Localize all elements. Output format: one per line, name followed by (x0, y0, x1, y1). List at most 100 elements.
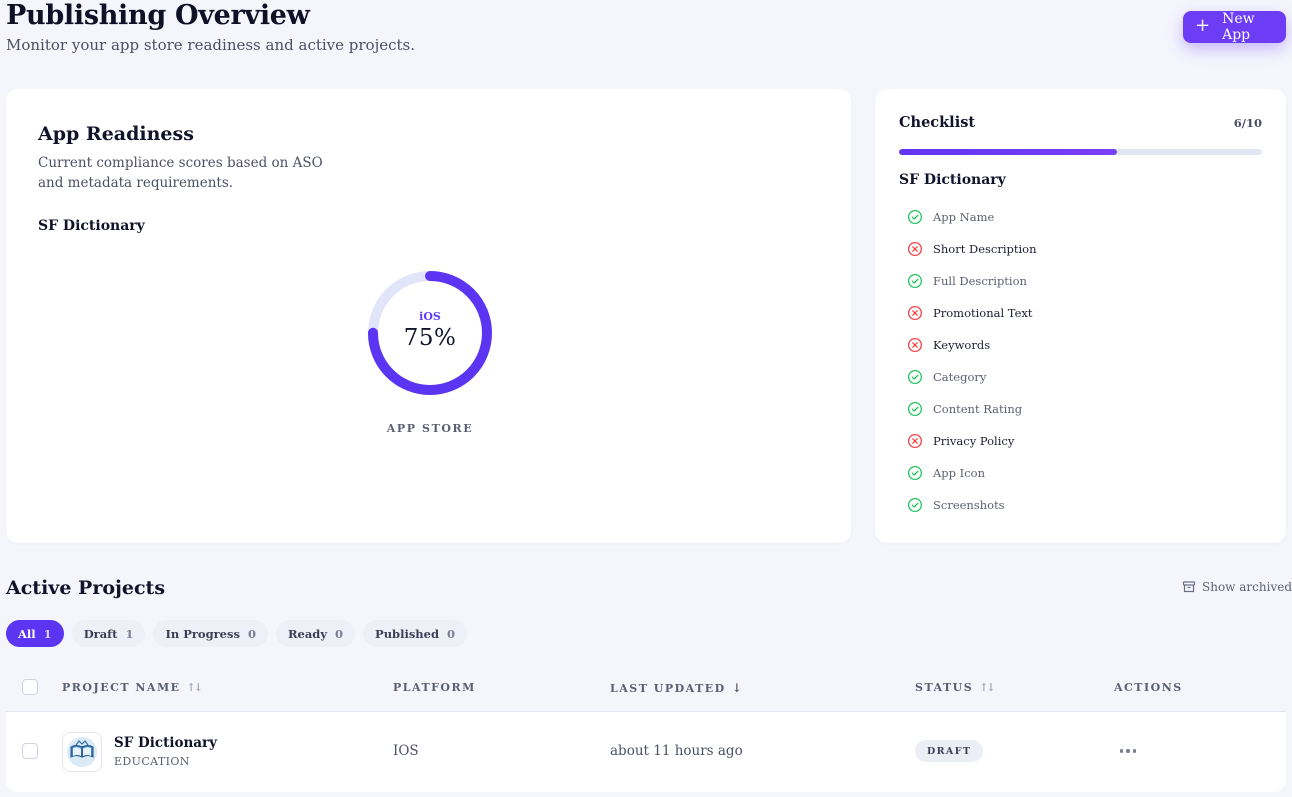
store-label: APP STORE (386, 422, 474, 435)
checklist-card: Checklist 6/10 SF Dictionary App Name Sho… (875, 89, 1286, 543)
column-project-name-label: PROJECT NAME (62, 681, 181, 694)
row-checkbox[interactable] (22, 743, 38, 759)
checklist-item: App Name (907, 201, 1257, 233)
column-actions: ACTIONS (1114, 681, 1183, 694)
checklist-item: Full Description (907, 265, 1257, 297)
checklist-item: Keywords (907, 329, 1257, 361)
checklist-item: Short Description (907, 233, 1257, 265)
column-last-updated[interactable]: LAST UPDATED ↓ (610, 681, 743, 695)
column-last-updated-label: LAST UPDATED (610, 681, 726, 695)
readiness-description: Current compliance scores based on ASO a… (38, 155, 323, 191)
checklist-app-name: SF Dictionary (899, 172, 1006, 188)
show-archived-label: Show archived (1202, 580, 1292, 594)
check-circle-icon (907, 209, 923, 225)
project-platform: IOS (393, 743, 419, 759)
filter-tab-draft[interactable]: Draft 1 (71, 620, 146, 647)
archive-icon (1182, 581, 1196, 593)
select-all-checkbox[interactable] (22, 679, 38, 695)
sort-desc-icon: ↓ (731, 681, 744, 695)
check-circle-icon (907, 497, 923, 513)
check-circle-icon (907, 465, 923, 481)
x-circle-icon (907, 337, 923, 353)
new-app-button[interactable]: + New App (1183, 11, 1286, 43)
checklist-item-label: App Name (933, 210, 995, 224)
filter-tab-published[interactable]: Published 0 (363, 620, 468, 647)
donut-score: 75% (403, 325, 457, 351)
checklist-item-label: App Icon (933, 466, 985, 480)
checklist-item-label: Category (933, 370, 987, 384)
filter-label: Draft (83, 626, 118, 641)
check-circle-icon (907, 369, 923, 385)
checklist-item: App Icon (907, 457, 1257, 489)
checklist-title: Checklist (899, 114, 976, 131)
filter-label: In Progress (165, 626, 240, 641)
dot-icon (1119, 749, 1124, 753)
checklist-item: Privacy Policy (907, 425, 1257, 457)
checklist-item-label: Promotional Text (933, 306, 1033, 320)
readiness-title: App Readiness (38, 123, 194, 145)
filter-tab-ready[interactable]: Ready 0 (275, 620, 356, 647)
column-project-name[interactable]: PROJECT NAME ↑↓ (62, 681, 204, 694)
filter-label: Ready (287, 626, 328, 641)
readiness-donut: iOS 75% (364, 267, 496, 399)
donut-chart (368, 271, 492, 395)
checklist-item-label: Full Description (933, 274, 1027, 288)
filter-count: 1 (125, 626, 134, 641)
checklist-item-label: Content Rating (933, 402, 1023, 416)
checklist-item-label: Short Description (933, 242, 1037, 256)
filter-tab-in-progress[interactable]: In Progress 0 (153, 620, 268, 647)
checklist-item: Content Rating (907, 393, 1257, 425)
book-icon (67, 737, 97, 767)
project-category: EDUCATION (114, 755, 190, 768)
checklist-count: 6/10 (1233, 116, 1262, 130)
filter-count: 1 (43, 626, 52, 641)
x-circle-icon (907, 433, 923, 449)
project-name[interactable]: SF Dictionary (114, 735, 217, 751)
column-actions-label: ACTIONS (1114, 681, 1183, 694)
checklist-item: Category (907, 361, 1257, 393)
app-readiness-card: App Readiness Current compliance scores … (6, 89, 851, 543)
column-status-label: STATUS (915, 681, 974, 694)
show-archived-button[interactable]: Show archived (1182, 580, 1292, 594)
project-last-updated: about 11 hours ago (610, 743, 743, 759)
checklist-item: Promotional Text (907, 297, 1257, 329)
plus-icon: + (1195, 15, 1211, 36)
filter-count: 0 (447, 626, 456, 641)
page-title: Publishing Overview (6, 0, 310, 31)
filter-tabs: All 1 Draft 1 In Progress 0 Ready 0 Published 0 (6, 620, 468, 647)
sort-icon: ↑↓ (979, 681, 996, 694)
filter-tab-all[interactable]: All 1 (6, 620, 64, 647)
checklist-item-label: Privacy Policy (933, 434, 1015, 448)
sort-icon: ↑↓ (186, 681, 204, 694)
readiness-app-name: SF Dictionary (38, 218, 145, 234)
new-app-label: New App (1222, 11, 1255, 43)
status-badge: DRAFT (915, 740, 984, 762)
checklist-item-label: Screenshots (933, 498, 1005, 512)
checklist-items: App Name Short Description Full Descriptio… (907, 201, 1257, 521)
filter-count: 0 (335, 626, 344, 641)
table-row[interactable]: SF Dictionary EDUCATION IOS about 11 hou… (6, 712, 1286, 792)
app-icon (62, 732, 102, 772)
filter-label: Published (375, 626, 440, 641)
page-subtitle: Monitor your app store readiness and act… (6, 36, 416, 54)
filter-count: 0 (247, 626, 256, 641)
column-platform-label: PLATFORM (393, 681, 476, 694)
x-circle-icon (907, 241, 923, 257)
projects-table-header: PROJECT NAME ↑↓ PLATFORM LAST UPDATED ↓ … (6, 662, 1286, 712)
row-actions-button[interactable] (1116, 742, 1140, 760)
check-circle-icon (907, 401, 923, 417)
donut-progress (368, 271, 492, 395)
dot-icon (1132, 749, 1137, 753)
checklist-item-label: Keywords (933, 338, 991, 352)
column-status[interactable]: STATUS ↑↓ (915, 681, 996, 694)
check-circle-icon (907, 273, 923, 289)
checklist-progress-track (899, 149, 1262, 155)
x-circle-icon (907, 305, 923, 321)
checklist-item: Screenshots (907, 489, 1257, 521)
dot-icon (1126, 749, 1130, 753)
column-platform: PLATFORM (393, 681, 476, 694)
filter-label: All (18, 626, 36, 641)
checklist-progress-fill (899, 149, 1117, 155)
donut-platform-label: iOS (419, 310, 441, 323)
active-projects-title: Active Projects (6, 577, 166, 599)
